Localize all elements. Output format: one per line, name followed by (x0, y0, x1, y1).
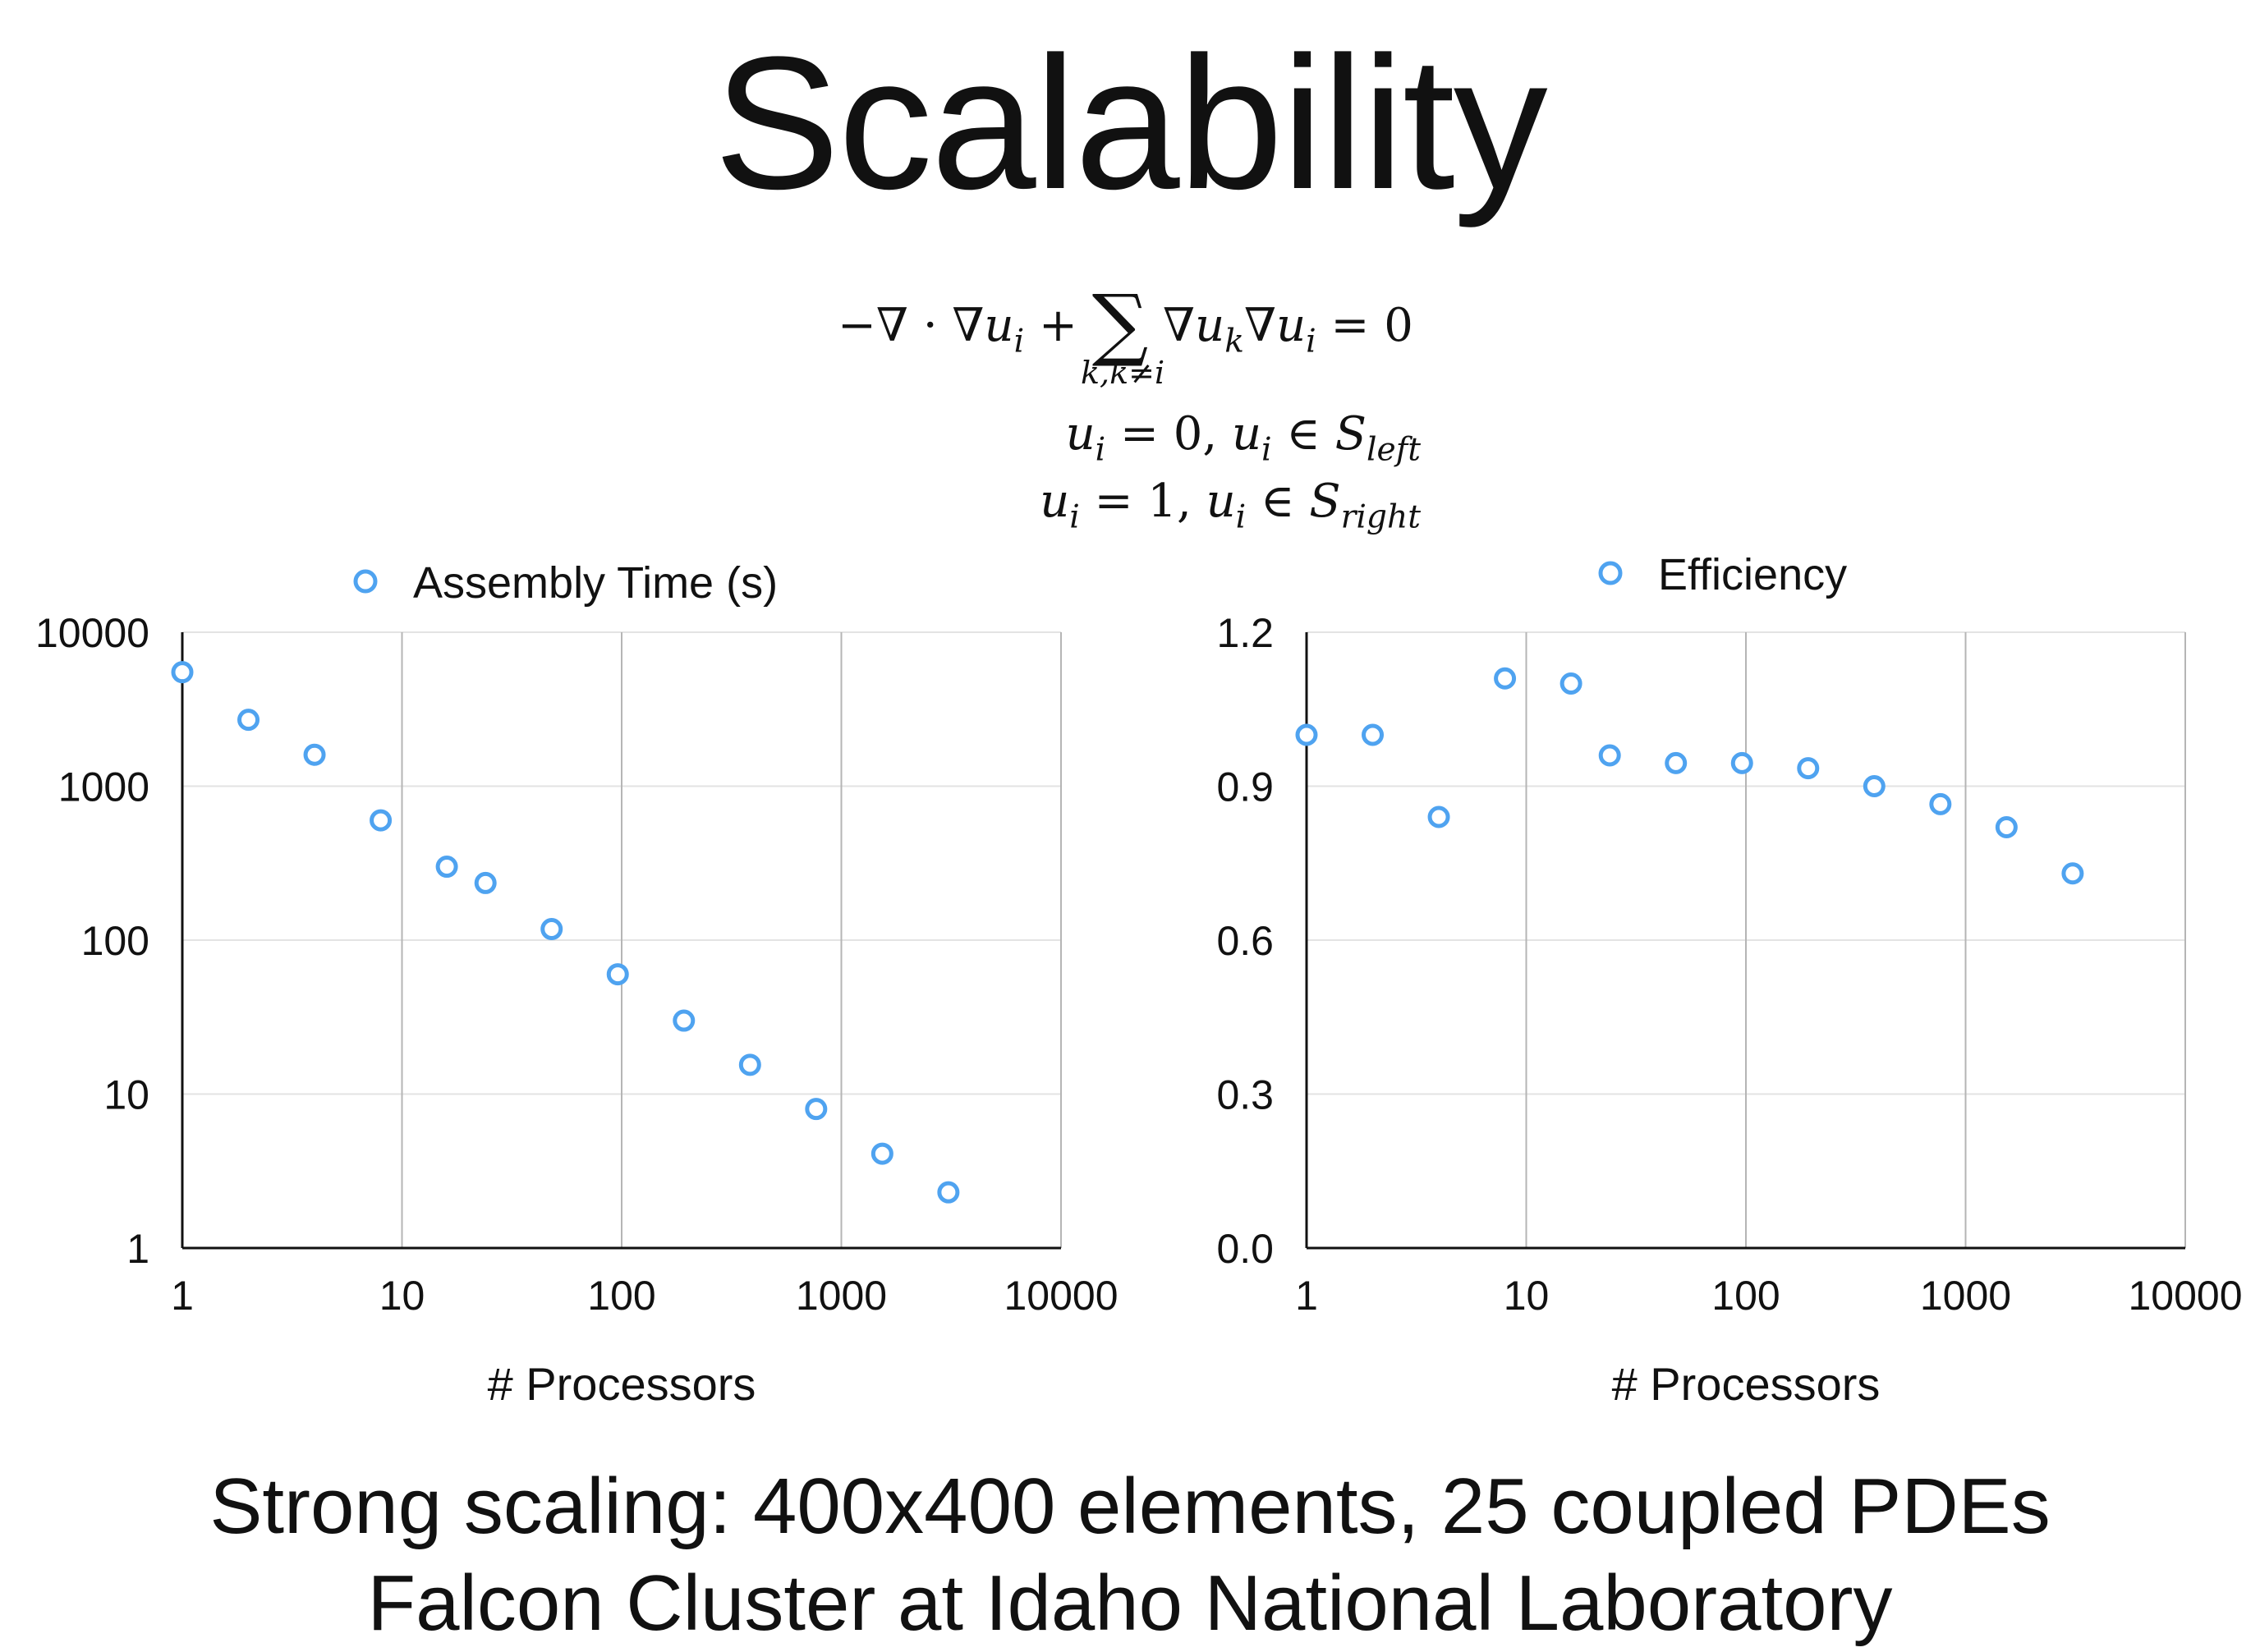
legend-marker-icon (1598, 561, 1623, 585)
data-point (1665, 751, 1688, 774)
data-point (870, 1142, 893, 1165)
data-point (738, 1053, 761, 1076)
legend-label: Efficiency (1658, 550, 1847, 599)
pde-equation: −∇ · ∇ui + ∑ ∇uk∇ui = 0 (838, 278, 1413, 369)
y-tick-label: 10 (103, 1072, 149, 1118)
caption-line-2: Falcon Cluster at Idaho National Laborat… (367, 1559, 1893, 1647)
x-tick-label: 1 (171, 1273, 194, 1319)
y-tick-label: 0.6 (1216, 918, 1274, 964)
y-tick-label: 10000 (35, 610, 149, 656)
data-point (606, 963, 629, 986)
data-point (1494, 667, 1517, 690)
y-tick-label: 1 (126, 1226, 149, 1272)
data-point (1995, 816, 2018, 838)
right-boundary-condition: ui = 1, ui ∈ Sright (1040, 475, 1421, 536)
x-axis-label: # Processors (1612, 1358, 1881, 1410)
caption-line-1: Strong scaling: 400x400 elements, 25 cou… (209, 1462, 2051, 1550)
data-point (1929, 792, 1952, 815)
y-tick-label: 0.9 (1216, 764, 1274, 810)
data-point (2061, 862, 2084, 885)
x-tick-label: 1000 (796, 1273, 887, 1319)
slide-title: Scalability (714, 17, 1547, 228)
efficiency-chart: 0.0 0.3 0.6 0.9 1.2 1 10 100 1000 10000 # Processo… (1216, 550, 2242, 1410)
x-tick-label: 10 (379, 1273, 425, 1319)
x-tick-label: 10000 (2128, 1273, 2242, 1319)
sum-subscript: k,k≠i (1081, 355, 1165, 391)
x-tick-label: 100 (587, 1273, 655, 1319)
summation-symbol: ∑ (1091, 278, 1149, 369)
assembly-time-chart: 1 10 100 1000 10000 1 10 100 1000 10000 # Processo… (35, 558, 1119, 1410)
data-point (435, 856, 458, 879)
data-point (1295, 723, 1318, 746)
data-point (1427, 805, 1450, 828)
x-tick-label: 100 (1711, 1273, 1780, 1319)
data-point (370, 809, 393, 832)
data-point (1730, 751, 1753, 774)
data-point (540, 918, 563, 941)
y-tick-label: 1000 (58, 764, 149, 810)
data-point (1797, 757, 1820, 780)
x-tick-label: 10000 (1004, 1273, 1118, 1319)
data-point (237, 709, 260, 732)
legend-label: Assembly Time (s) (413, 558, 778, 608)
legend-marker-icon (353, 569, 378, 594)
x-tick-label: 1000 (1920, 1273, 2011, 1319)
data-point (1362, 723, 1385, 746)
data-point (474, 871, 497, 894)
y-tick-label: 0.0 (1216, 1226, 1274, 1272)
data-point (937, 1181, 960, 1204)
data-point (171, 661, 194, 684)
y-tick-label: 0.3 (1216, 1072, 1274, 1118)
y-tick-label: 1.2 (1216, 610, 1274, 656)
x-axis-label: # Processors (488, 1358, 756, 1410)
data-point (1559, 672, 1582, 695)
x-tick-label: 1 (1295, 1273, 1318, 1319)
data-point (805, 1098, 828, 1121)
y-tick-label: 100 (81, 918, 149, 964)
data-point (1863, 775, 1886, 797)
left-boundary-condition: ui = 0, ui ∈ Sleft (1065, 407, 1421, 469)
data-point (1598, 744, 1621, 767)
data-point (673, 1009, 696, 1032)
data-point (303, 743, 326, 766)
x-tick-label: 10 (1504, 1273, 1550, 1319)
